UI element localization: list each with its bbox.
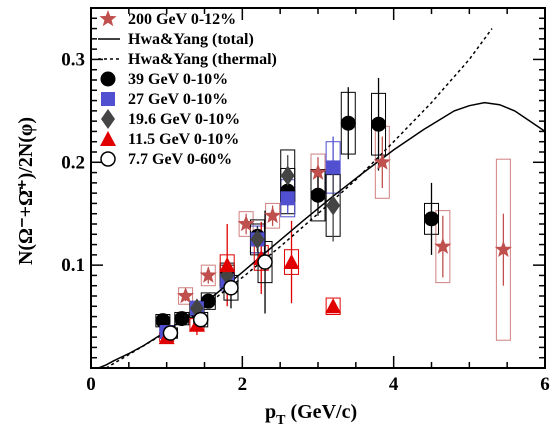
data-point <box>237 215 255 232</box>
legend-label: Hwa&Yang (thermal) <box>128 51 277 68</box>
x-axis-title-subscript: T <box>276 413 286 428</box>
data-point <box>250 229 265 250</box>
total-curve <box>98 101 546 369</box>
data-point <box>283 254 300 270</box>
model-curves-layer <box>98 28 546 369</box>
legend-label: 11.5 GeV 0-10% <box>128 131 239 148</box>
legend-marker <box>101 109 115 129</box>
data-point <box>340 115 356 131</box>
data-point <box>310 187 326 203</box>
data-point <box>280 191 295 206</box>
data-point <box>424 211 439 227</box>
data-point <box>199 266 217 283</box>
data-point <box>223 280 239 296</box>
x-tick-label: 6 <box>540 374 550 395</box>
data-point <box>174 311 190 327</box>
data-point <box>434 237 452 254</box>
x-axis-title: pT (GeV/c) <box>265 401 357 428</box>
y-axis-title: N(Ω⁻+Ω̄⁺)/2N(φ) <box>15 117 37 265</box>
data-point <box>192 311 209 328</box>
data-point <box>219 257 236 273</box>
tick-labels: 0 2 4 6 0.1 0.2 0.3 <box>61 49 550 395</box>
legend-marker <box>101 92 115 106</box>
legend-label: 27 GeV 0-10% <box>128 91 228 108</box>
legend-marker <box>100 151 116 167</box>
data-point <box>177 287 195 304</box>
legend-marker <box>100 71 116 87</box>
axis-ticks <box>90 7 546 368</box>
systematic-box <box>435 210 451 284</box>
systematic-box <box>495 158 511 341</box>
data-point <box>155 313 171 329</box>
data-point <box>264 206 282 224</box>
legend-label: 7.7 GeV 0-60% <box>128 151 232 168</box>
y-tick-label: 0.1 <box>61 255 85 276</box>
x-tick-label: 4 <box>389 374 399 395</box>
legend-label: Hwa&Yang (total) <box>128 31 254 48</box>
data-point <box>494 240 512 257</box>
data-point <box>162 325 179 341</box>
x-tick-label: 2 <box>238 374 248 395</box>
data-point <box>309 163 327 180</box>
data-point <box>326 160 341 175</box>
x-tick-label: 0 <box>86 374 96 395</box>
data-point <box>257 254 273 270</box>
y-tick-label: 0.3 <box>61 49 85 70</box>
data-point <box>373 153 391 170</box>
legend-label: 39 GeV 0-10% <box>128 71 228 88</box>
data-point <box>280 165 295 186</box>
data-point <box>200 293 216 309</box>
legend-label: 19.6 GeV 0-10% <box>128 111 240 128</box>
systematic-box <box>200 264 216 287</box>
legend-marker <box>100 131 116 146</box>
legend-marker <box>99 10 117 27</box>
data-point <box>326 195 341 216</box>
data-point <box>325 298 342 314</box>
legend-label: 200 GeV 0-12% <box>128 11 236 28</box>
legend: 200 GeV 0-12% Hwa&Yang (total) Hwa&Yang (t… <box>98 10 277 168</box>
systematic-box <box>325 297 341 316</box>
y-tick-label: 0.2 <box>61 152 85 173</box>
data-point <box>371 116 387 132</box>
data-markers-layer <box>155 115 512 345</box>
